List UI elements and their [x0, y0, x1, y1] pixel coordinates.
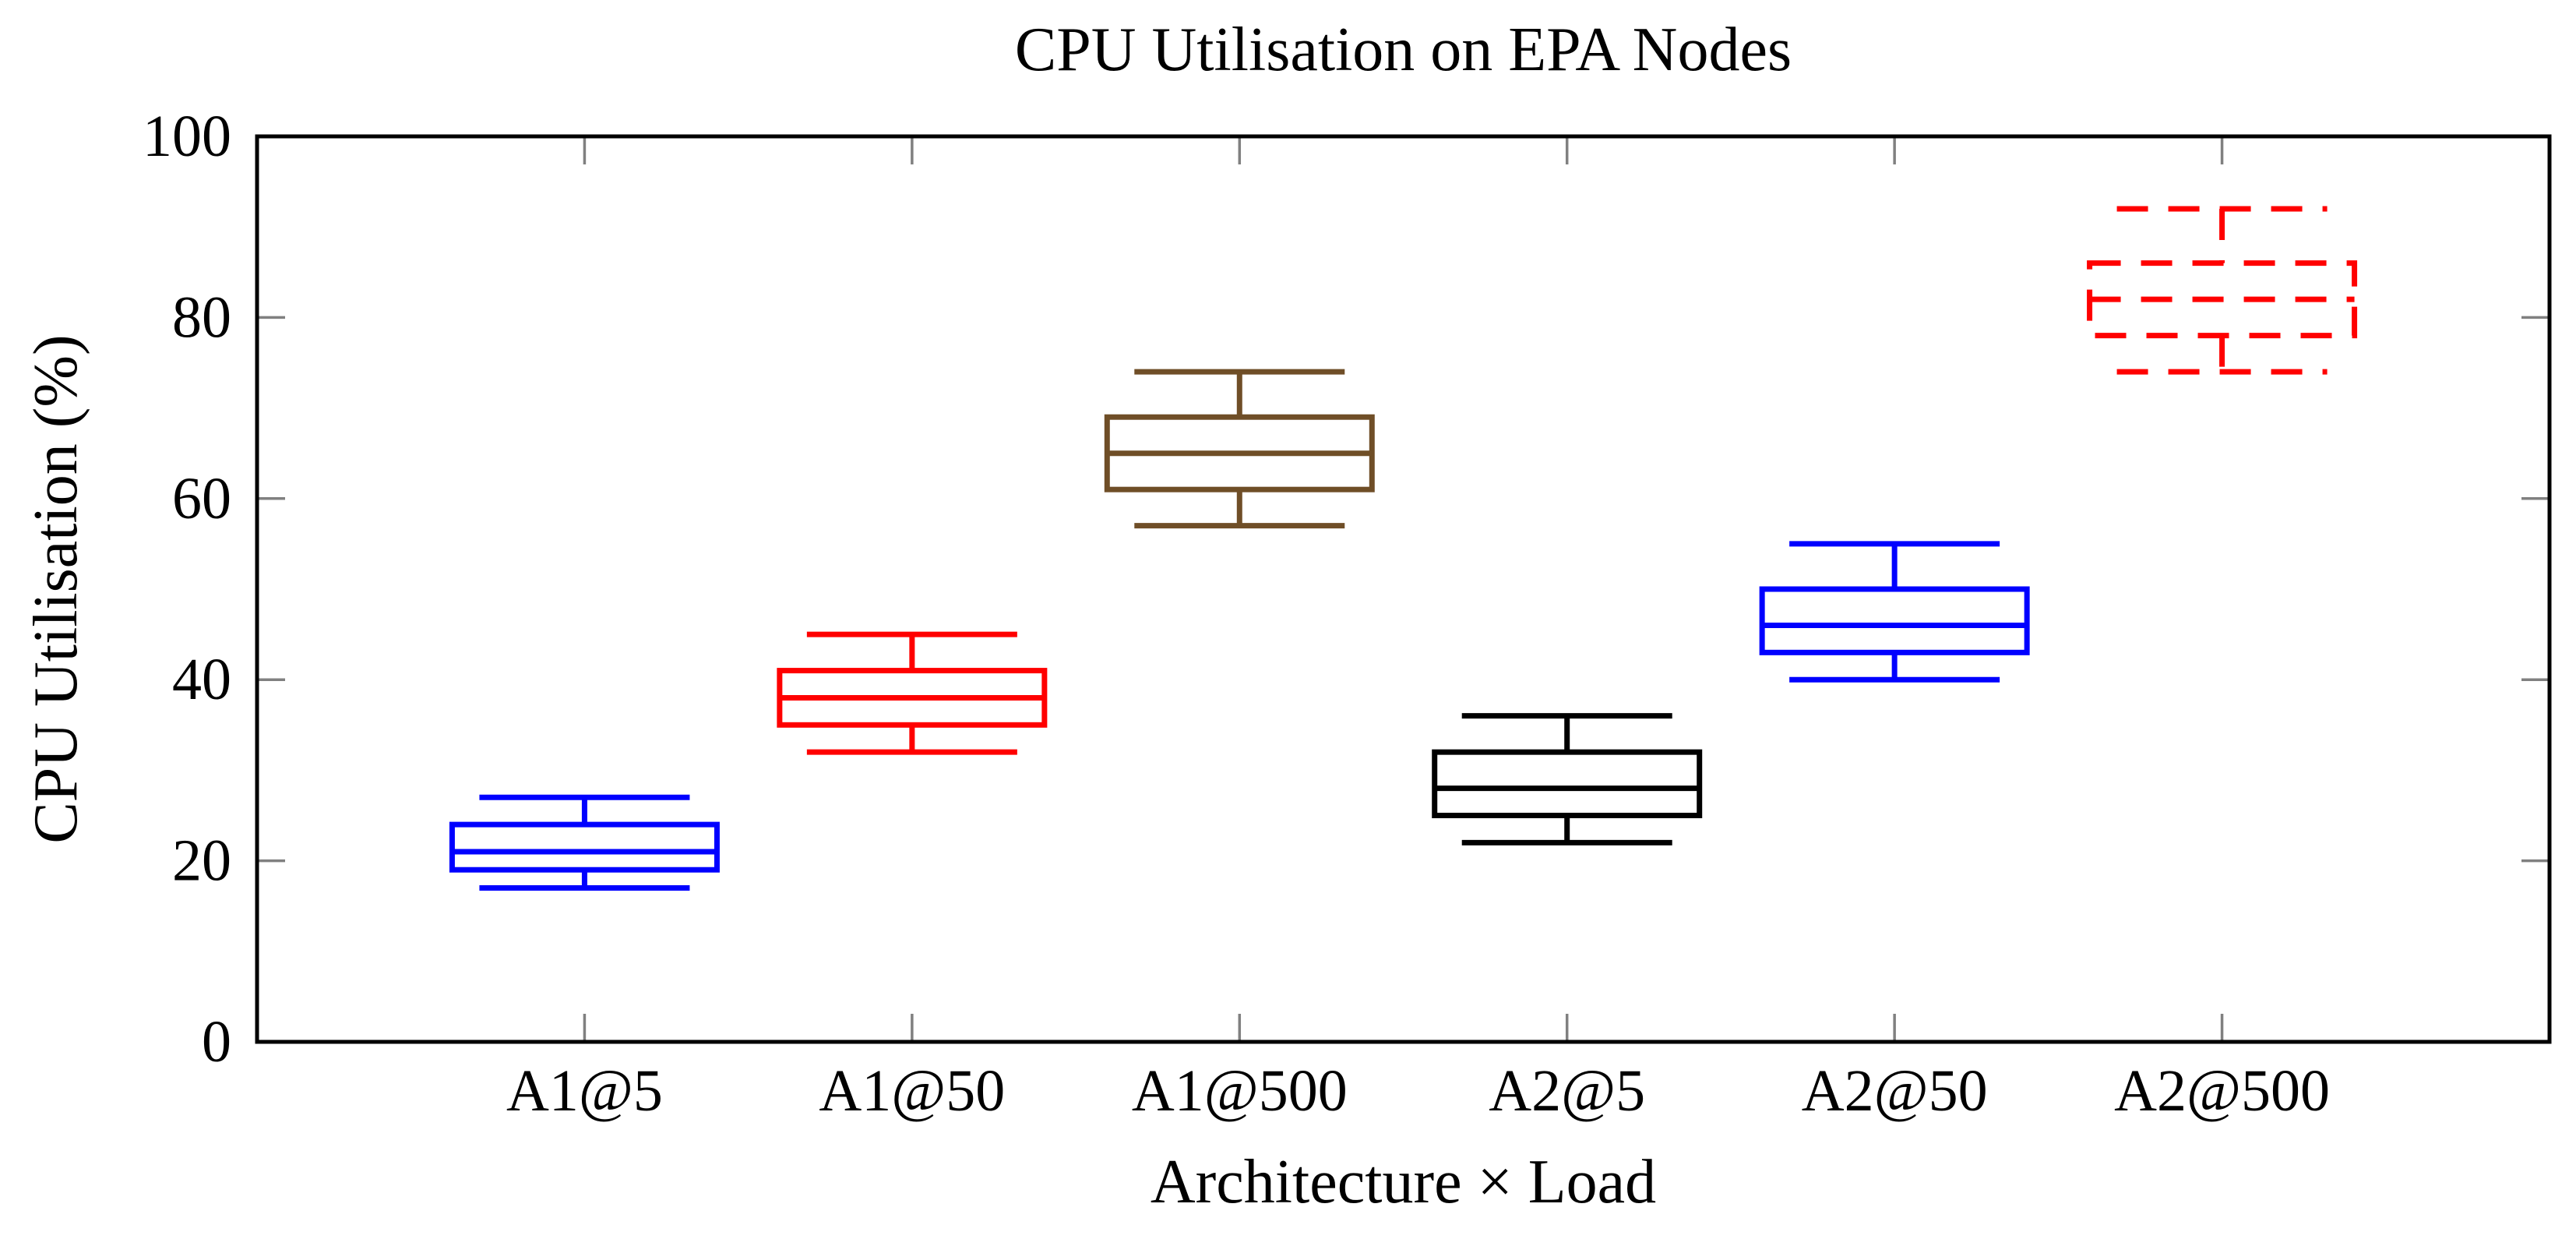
boxplot-a1-at-500 — [1104, 369, 1375, 529]
x-tick-label: A1@500 — [1132, 1058, 1348, 1124]
y-tick-label: 0 — [202, 1009, 231, 1075]
x-axis-label: Architecture × Load — [1151, 1148, 1656, 1216]
y-tick-label: 60 — [172, 466, 231, 531]
iqr-box — [1432, 749, 1703, 818]
boxplot-a1-at-5 — [449, 794, 720, 891]
iqr-box — [449, 821, 720, 873]
chart-title: CPU Utilisation on EPA Nodes — [1015, 16, 1792, 84]
x-tick-label: A2@50 — [1802, 1058, 1988, 1124]
iqr-box — [1759, 586, 2030, 655]
boxplot-a1-at-50 — [777, 631, 1048, 755]
y-tick-label: 100 — [143, 104, 231, 169]
y-tick-label: 40 — [172, 647, 231, 712]
x-tick-label: A1@5 — [506, 1058, 663, 1124]
plot-border — [255, 134, 2552, 1044]
tick-marks — [257, 136, 2550, 1042]
boxplot-a2-at-5 — [1432, 713, 1703, 845]
x-tick-label: A1@50 — [819, 1058, 1005, 1124]
plot-root: 0 20 40 60 80 100 A1@5 A1@50 A1@500 A2@5 A2@50 A2@5… — [22, 16, 2552, 1216]
x-tick-label: A2@5 — [1489, 1058, 1645, 1124]
y-axis-label: CPU Utilisation (%) — [22, 334, 90, 843]
boxplot-a2-at-50 — [1759, 541, 2030, 683]
boxplot-a2-at-500 — [2087, 206, 2358, 375]
x-tick-label: A2@500 — [2114, 1058, 2330, 1124]
y-tick-label: 20 — [172, 828, 231, 894]
y-tick-label: 80 — [172, 284, 231, 350]
